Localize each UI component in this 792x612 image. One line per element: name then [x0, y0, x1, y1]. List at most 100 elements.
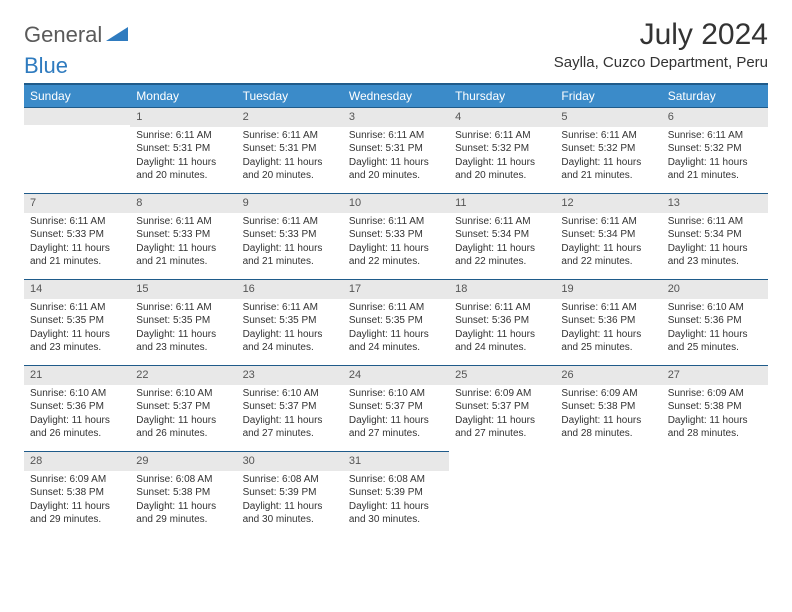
weekday-header: Saturday: [662, 84, 768, 107]
day-body: Sunrise: 6:11 AMSunset: 5:32 PMDaylight:…: [662, 127, 768, 187]
day-body: Sunrise: 6:11 AMSunset: 5:36 PMDaylight:…: [449, 299, 555, 359]
calendar-day-cell: 1Sunrise: 6:11 AMSunset: 5:31 PMDaylight…: [130, 107, 236, 193]
calendar-week-row: 1Sunrise: 6:11 AMSunset: 5:31 PMDaylight…: [24, 107, 768, 193]
sunrise-text: Sunrise: 6:10 AM: [136, 387, 230, 401]
sunset-text: Sunset: 5:36 PM: [455, 314, 549, 328]
day-body: Sunrise: 6:08 AMSunset: 5:38 PMDaylight:…: [130, 471, 236, 531]
daylight-text-2: and 25 minutes.: [561, 341, 655, 355]
day-body: Sunrise: 6:11 AMSunset: 5:32 PMDaylight:…: [449, 127, 555, 187]
daylight-text-2: and 20 minutes.: [243, 169, 337, 183]
day-number: 6: [662, 107, 768, 127]
calendar-day-cell: [662, 451, 768, 531]
sunrise-text: Sunrise: 6:10 AM: [30, 387, 124, 401]
day-body: Sunrise: 6:11 AMSunset: 5:34 PMDaylight:…: [555, 213, 661, 273]
sunrise-text: Sunrise: 6:11 AM: [455, 301, 549, 315]
day-number: 25: [449, 365, 555, 385]
daylight-text-1: Daylight: 11 hours: [455, 328, 549, 342]
day-number: 26: [555, 365, 661, 385]
daylight-text-1: Daylight: 11 hours: [136, 500, 230, 514]
day-number: 27: [662, 365, 768, 385]
calendar-day-cell: 11Sunrise: 6:11 AMSunset: 5:34 PMDayligh…: [449, 193, 555, 279]
day-body: Sunrise: 6:10 AMSunset: 5:37 PMDaylight:…: [130, 385, 236, 445]
calendar-day-cell: 15Sunrise: 6:11 AMSunset: 5:35 PMDayligh…: [130, 279, 236, 365]
sunset-text: Sunset: 5:38 PM: [136, 486, 230, 500]
sunrise-text: Sunrise: 6:11 AM: [349, 129, 443, 143]
daylight-text-2: and 21 minutes.: [668, 169, 762, 183]
sunset-text: Sunset: 5:34 PM: [668, 228, 762, 242]
day-number: 5: [555, 107, 661, 127]
calendar-day-cell: 8Sunrise: 6:11 AMSunset: 5:33 PMDaylight…: [130, 193, 236, 279]
calendar-week-row: 7Sunrise: 6:11 AMSunset: 5:33 PMDaylight…: [24, 193, 768, 279]
sunset-text: Sunset: 5:37 PM: [455, 400, 549, 414]
day-number: 19: [555, 279, 661, 299]
sunrise-text: Sunrise: 6:09 AM: [668, 387, 762, 401]
day-body: Sunrise: 6:11 AMSunset: 5:35 PMDaylight:…: [130, 299, 236, 359]
daylight-text-2: and 25 minutes.: [668, 341, 762, 355]
daylight-text-1: Daylight: 11 hours: [349, 242, 443, 256]
sunrise-text: Sunrise: 6:11 AM: [561, 129, 655, 143]
daylight-text-1: Daylight: 11 hours: [668, 328, 762, 342]
daylight-text-2: and 27 minutes.: [243, 427, 337, 441]
sunset-text: Sunset: 5:33 PM: [349, 228, 443, 242]
sunset-text: Sunset: 5:32 PM: [561, 142, 655, 156]
calendar-day-cell: 23Sunrise: 6:10 AMSunset: 5:37 PMDayligh…: [237, 365, 343, 451]
daylight-text-2: and 30 minutes.: [243, 513, 337, 527]
day-body: Sunrise: 6:11 AMSunset: 5:34 PMDaylight:…: [449, 213, 555, 273]
day-body: Sunrise: 6:11 AMSunset: 5:31 PMDaylight:…: [237, 127, 343, 187]
day-body: Sunrise: 6:11 AMSunset: 5:31 PMDaylight:…: [343, 127, 449, 187]
logo-text-blue: Blue: [24, 53, 768, 79]
weekday-header: Tuesday: [237, 84, 343, 107]
daylight-text-2: and 23 minutes.: [136, 341, 230, 355]
daylight-text-2: and 27 minutes.: [349, 427, 443, 441]
day-number: 14: [24, 279, 130, 299]
sunset-text: Sunset: 5:36 PM: [561, 314, 655, 328]
daylight-text-2: and 29 minutes.: [136, 513, 230, 527]
sunset-text: Sunset: 5:38 PM: [30, 486, 124, 500]
sunrise-text: Sunrise: 6:11 AM: [561, 215, 655, 229]
sunrise-text: Sunrise: 6:11 AM: [455, 215, 549, 229]
sunrise-text: Sunrise: 6:11 AM: [349, 301, 443, 315]
daylight-text-1: Daylight: 11 hours: [455, 242, 549, 256]
day-number: 3: [343, 107, 449, 127]
daylight-text-2: and 28 minutes.: [561, 427, 655, 441]
sunset-text: Sunset: 5:34 PM: [561, 228, 655, 242]
daylight-text-1: Daylight: 11 hours: [30, 500, 124, 514]
sunset-text: Sunset: 5:36 PM: [30, 400, 124, 414]
day-body: Sunrise: 6:10 AMSunset: 5:36 PMDaylight:…: [24, 385, 130, 445]
daylight-text-1: Daylight: 11 hours: [561, 328, 655, 342]
daylight-text-1: Daylight: 11 hours: [349, 156, 443, 170]
sunset-text: Sunset: 5:32 PM: [668, 142, 762, 156]
sunset-text: Sunset: 5:36 PM: [668, 314, 762, 328]
daylight-text-1: Daylight: 11 hours: [349, 328, 443, 342]
calendar-week-row: 14Sunrise: 6:11 AMSunset: 5:35 PMDayligh…: [24, 279, 768, 365]
calendar-day-cell: 4Sunrise: 6:11 AMSunset: 5:32 PMDaylight…: [449, 107, 555, 193]
sunrise-text: Sunrise: 6:11 AM: [30, 301, 124, 315]
daylight-text-1: Daylight: 11 hours: [561, 414, 655, 428]
sunrise-text: Sunrise: 6:11 AM: [668, 215, 762, 229]
sunset-text: Sunset: 5:31 PM: [243, 142, 337, 156]
sunrise-text: Sunrise: 6:11 AM: [349, 215, 443, 229]
day-number: 8: [130, 193, 236, 213]
day-body: Sunrise: 6:08 AMSunset: 5:39 PMDaylight:…: [343, 471, 449, 531]
calendar-day-cell: 12Sunrise: 6:11 AMSunset: 5:34 PMDayligh…: [555, 193, 661, 279]
day-number: 16: [237, 279, 343, 299]
day-number: 1: [130, 107, 236, 127]
calendar-day-cell: 13Sunrise: 6:11 AMSunset: 5:34 PMDayligh…: [662, 193, 768, 279]
calendar-day-cell: 20Sunrise: 6:10 AMSunset: 5:36 PMDayligh…: [662, 279, 768, 365]
calendar-day-cell: 19Sunrise: 6:11 AMSunset: 5:36 PMDayligh…: [555, 279, 661, 365]
daylight-text-1: Daylight: 11 hours: [349, 414, 443, 428]
sunrise-text: Sunrise: 6:11 AM: [136, 215, 230, 229]
daylight-text-1: Daylight: 11 hours: [668, 414, 762, 428]
day-body: Sunrise: 6:11 AMSunset: 5:33 PMDaylight:…: [24, 213, 130, 273]
daylight-text-2: and 21 minutes.: [136, 255, 230, 269]
daylight-text-2: and 26 minutes.: [30, 427, 124, 441]
daylight-text-2: and 27 minutes.: [455, 427, 549, 441]
calendar-day-cell: 16Sunrise: 6:11 AMSunset: 5:35 PMDayligh…: [237, 279, 343, 365]
sunrise-text: Sunrise: 6:08 AM: [136, 473, 230, 487]
logo-text-general: General: [24, 22, 102, 48]
calendar-day-cell: 31Sunrise: 6:08 AMSunset: 5:39 PMDayligh…: [343, 451, 449, 531]
day-number: 13: [662, 193, 768, 213]
daylight-text-2: and 20 minutes.: [136, 169, 230, 183]
daylight-text-2: and 22 minutes.: [561, 255, 655, 269]
calendar-day-cell: 9Sunrise: 6:11 AMSunset: 5:33 PMDaylight…: [237, 193, 343, 279]
